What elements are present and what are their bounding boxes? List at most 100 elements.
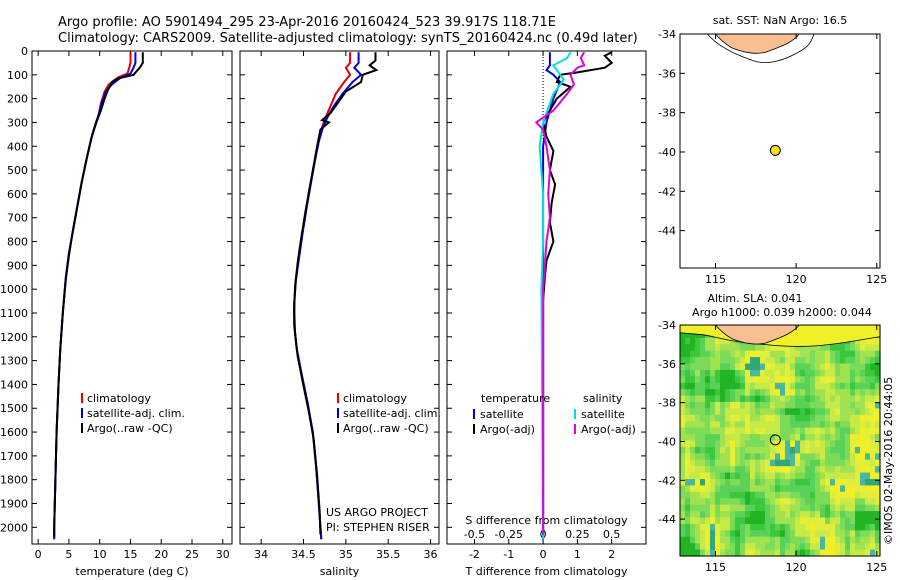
sla-cell (720, 350, 726, 358)
sla-cell (705, 523, 711, 531)
depth-tick-label: 2000 (0, 521, 28, 534)
sla-cell (720, 549, 726, 557)
sla-cell (830, 517, 836, 525)
sla-cell (805, 453, 811, 461)
sla-cell (865, 517, 871, 525)
sla-cell (830, 389, 836, 397)
sla-cell (870, 402, 876, 410)
sla-cell (755, 498, 761, 506)
sla-cell (795, 523, 801, 531)
sla-cell (870, 446, 876, 454)
sla-cell (710, 350, 716, 358)
sla-cell (790, 344, 796, 352)
sla-cell (730, 376, 736, 384)
sla-cell (690, 440, 696, 448)
sla-cell (830, 479, 836, 487)
sla-cell (760, 427, 766, 435)
sla-cell (715, 453, 721, 461)
sla-cell (865, 357, 871, 365)
sla-cell (825, 408, 831, 416)
sla-cell (715, 350, 721, 358)
difference-top-tick-label: 0.25 (565, 528, 590, 541)
sla-cell (680, 376, 686, 384)
sla-cell (860, 382, 866, 390)
sla-cell (740, 395, 746, 403)
sla-cell (790, 440, 796, 448)
sla-cell (700, 498, 706, 506)
sla-cell (690, 427, 696, 435)
depth-tick-label: 1300 (0, 355, 28, 368)
sla-cell (695, 376, 701, 384)
sla-cell (805, 543, 811, 551)
sla-cell (745, 466, 751, 474)
sla-cell (720, 543, 726, 551)
temperature-legend-label: satellite-adj. clim. (87, 407, 185, 420)
difference-xlabel: T difference from climatology (465, 565, 628, 578)
sla-cell (765, 395, 771, 403)
sla-cell (855, 543, 861, 551)
sla-cell (720, 446, 726, 454)
sla-cell (745, 382, 751, 390)
sla-cell (875, 440, 881, 448)
sla-cell (790, 369, 796, 377)
sla-cell (775, 491, 781, 499)
sla-cell (865, 523, 871, 531)
sla-cell (820, 427, 826, 435)
sla-cell (860, 472, 866, 480)
sla-cell (685, 543, 691, 551)
depth-tick-label: 1000 (0, 283, 28, 296)
sla-cell (790, 530, 796, 538)
sla-cell (790, 414, 796, 422)
sla-cell (875, 491, 881, 499)
sla-cell (775, 414, 781, 422)
sla-cell (725, 389, 731, 397)
sla-cell (755, 479, 761, 487)
sla-cell (815, 517, 821, 525)
sla-cell (875, 344, 881, 352)
sla-cell (700, 395, 706, 403)
sla-cell (850, 414, 856, 422)
sla-cell (825, 427, 831, 435)
sla-cell (685, 402, 691, 410)
sla-cell (840, 382, 846, 390)
sla-cell (845, 511, 851, 519)
sla-cell (835, 376, 841, 384)
sla-cell (860, 549, 866, 557)
sla-cell (865, 459, 871, 467)
sla-cell (785, 414, 791, 422)
sla-cell (775, 479, 781, 487)
sla-cell (715, 491, 721, 499)
sla-cell (810, 472, 816, 480)
sla-cell (755, 543, 761, 551)
sla-cell (785, 479, 791, 487)
sla-cell (870, 536, 876, 544)
sla-cell (755, 530, 761, 538)
sla-cell (795, 536, 801, 544)
depth-tick-label: 1700 (0, 450, 28, 463)
sla-cell (725, 363, 731, 371)
sla-cell (695, 421, 701, 429)
sla-cell (680, 530, 686, 538)
difference-xtick-label: -2 (469, 548, 480, 561)
sla-cell (730, 350, 736, 358)
sla-cell (700, 344, 706, 352)
sla-cell (875, 434, 881, 442)
sla-cell (760, 536, 766, 544)
sla-cell (870, 466, 876, 474)
sla-cell (765, 344, 771, 352)
sla-cell (805, 350, 811, 358)
sla-cell (685, 389, 691, 397)
sla-cell (830, 511, 836, 519)
sla-cell (860, 511, 866, 519)
sla-cell (695, 434, 701, 442)
sla-cell (850, 446, 856, 454)
sla-cell (720, 466, 726, 474)
sla-cell (700, 459, 706, 467)
sla-cell (860, 530, 866, 538)
sla-cell (725, 434, 731, 442)
sla-cell (780, 414, 786, 422)
sla-cell (715, 459, 721, 467)
sla-cell (820, 466, 826, 474)
sla-cell (810, 459, 816, 467)
sla-cell (685, 408, 691, 416)
